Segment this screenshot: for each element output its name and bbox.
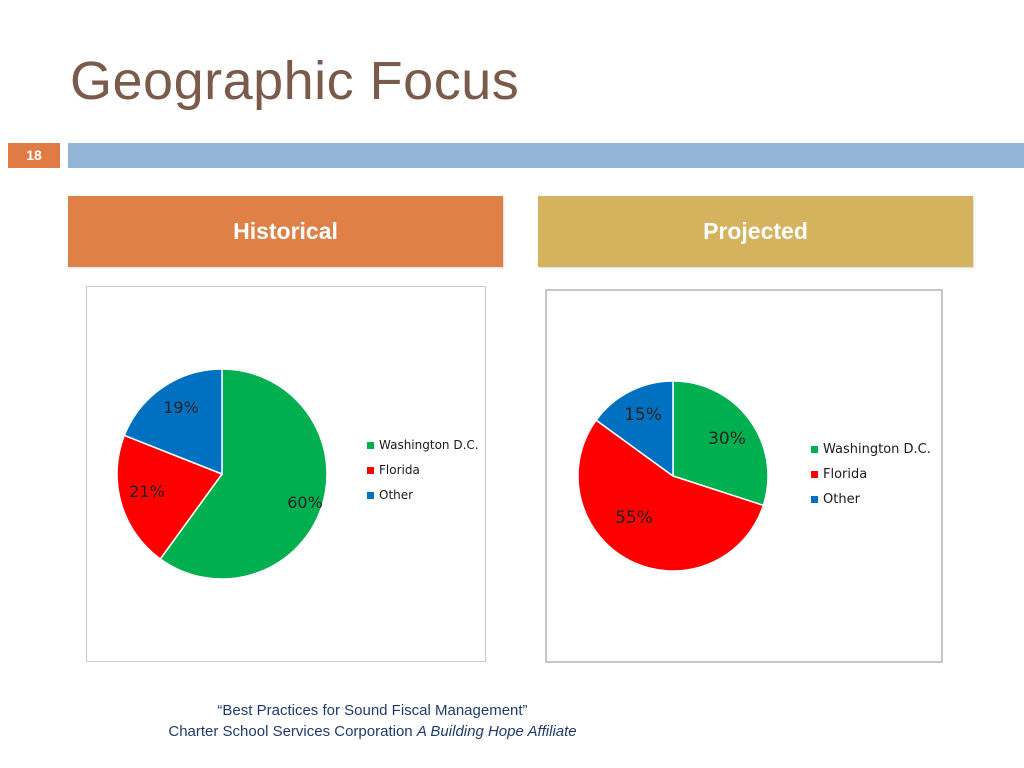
historical-pie-chart: 60% 21% 19% Washington D.C. Florida Other (116, 368, 479, 580)
legend-label-washington-d-c: Washington D.C. (379, 438, 479, 452)
legend-swatch-washington-d-c (367, 442, 374, 449)
legend-swatch-washington-d-c (811, 446, 818, 453)
pie-slice-florida (577, 419, 765, 572)
pie-slice-florida (116, 434, 224, 560)
footer-attribution: Charter School Services Corporation A Bu… (0, 723, 745, 740)
footer-affiliate: A Building Hope Affiliate (416, 723, 577, 740)
footer-company: Charter School Services Corporation (168, 723, 417, 740)
slide-title: Geographic Focus (70, 51, 520, 111)
data-label-florida: 21% (129, 482, 165, 501)
legend-label-other: Other (379, 488, 413, 502)
legend-swatch-other (367, 492, 374, 499)
legend-swatch-florida (367, 467, 374, 474)
data-label-florida: 55% (615, 508, 653, 528)
data-label-other: 19% (163, 398, 199, 417)
pie-slice-washington-d-c (159, 368, 328, 580)
data-label-other: 15% (624, 405, 662, 425)
pie-slice-washington-d-c (672, 380, 769, 507)
legend-swatch-other (811, 496, 818, 503)
legend-swatch-florida (811, 471, 818, 478)
data-label-washington-d-c: 30% (708, 429, 746, 449)
page-number: 18 (8, 143, 60, 168)
header-rule-bar (68, 143, 1024, 168)
legend-label-washington-d-c: Washington D.C. (823, 442, 931, 457)
footer-quote: “Best Practices for Sound Fiscal Managem… (217, 702, 528, 719)
historical-header: Historical (68, 196, 503, 267)
projected-chart-frame: 30% 55% 15% Washington D.C. Florida Other (545, 289, 943, 663)
legend-label-florida: Florida (379, 463, 420, 477)
historical-chart-frame: 60% 21% 19% Washington D.C. Florida Other (86, 286, 486, 662)
pie-slice-other (595, 380, 674, 478)
legend-label-florida: Florida (823, 467, 867, 482)
data-label-washington-d-c: 60% (287, 493, 323, 512)
projected-pie-chart: 30% 55% 15% Washington D.C. Florida Other (577, 380, 931, 572)
projected-header: Projected (538, 196, 973, 267)
pie-slice-other (123, 368, 223, 476)
legend-label-other: Other (823, 492, 861, 507)
